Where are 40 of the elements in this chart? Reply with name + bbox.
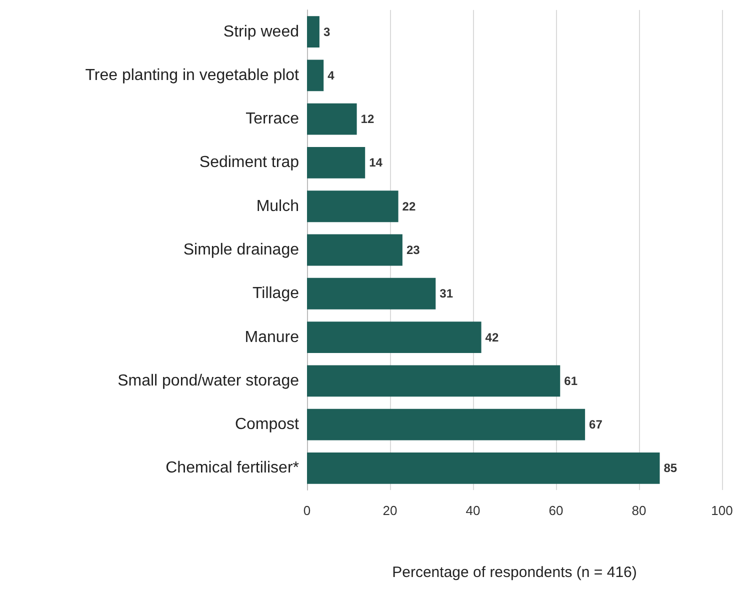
y-tick-label: Sediment trap <box>199 154 300 172</box>
y-tick-label: Tillage <box>252 285 300 302</box>
y-tick-label: Terrace <box>246 110 300 128</box>
x-tick-label: 20 <box>382 503 398 518</box>
data-label: 42 <box>485 330 499 344</box>
y-tick-label: Compost <box>234 416 300 434</box>
data-label: 12 <box>360 112 374 126</box>
x-axis-title: Percentage of respondents (n = 416) <box>392 564 637 581</box>
bar <box>307 234 402 266</box>
bar <box>307 452 660 484</box>
data-label: 67 <box>589 418 603 432</box>
x-tick-label: 60 <box>548 503 564 518</box>
bar <box>307 408 586 440</box>
bar <box>307 365 560 397</box>
bar <box>307 322 482 353</box>
y-tick-label: Mulch <box>256 198 299 215</box>
y-tick-label: Chemical fertiliser* <box>166 460 299 477</box>
y-tick-label: Manure <box>244 328 300 346</box>
bar <box>307 190 398 222</box>
y-tick-label: Simple drainage <box>183 242 300 258</box>
data-label: 61 <box>564 374 578 388</box>
data-label: 31 <box>440 286 454 301</box>
data-label: 3 <box>323 24 330 39</box>
data-label: 22 <box>402 199 416 214</box>
x-tick-label: 0 <box>303 503 311 518</box>
bar <box>307 103 357 135</box>
bar <box>307 16 320 48</box>
y-tick-label: Small pond/water storage <box>118 372 300 390</box>
y-tick-label: Tree planting in vegetable plot <box>85 66 300 84</box>
bar <box>307 60 324 92</box>
data-label: 14 <box>369 156 383 170</box>
data-label: 4 <box>328 68 335 82</box>
x-tick-label: 40 <box>466 503 480 518</box>
data-label: 23 <box>406 243 420 257</box>
x-tick-label: 100 <box>711 503 733 518</box>
bar <box>307 147 366 178</box>
data-label: 85 <box>664 461 678 476</box>
x-tick-label: 80 <box>632 503 646 518</box>
bar <box>307 278 436 310</box>
y-tick-label: Strip weed <box>223 23 299 40</box>
